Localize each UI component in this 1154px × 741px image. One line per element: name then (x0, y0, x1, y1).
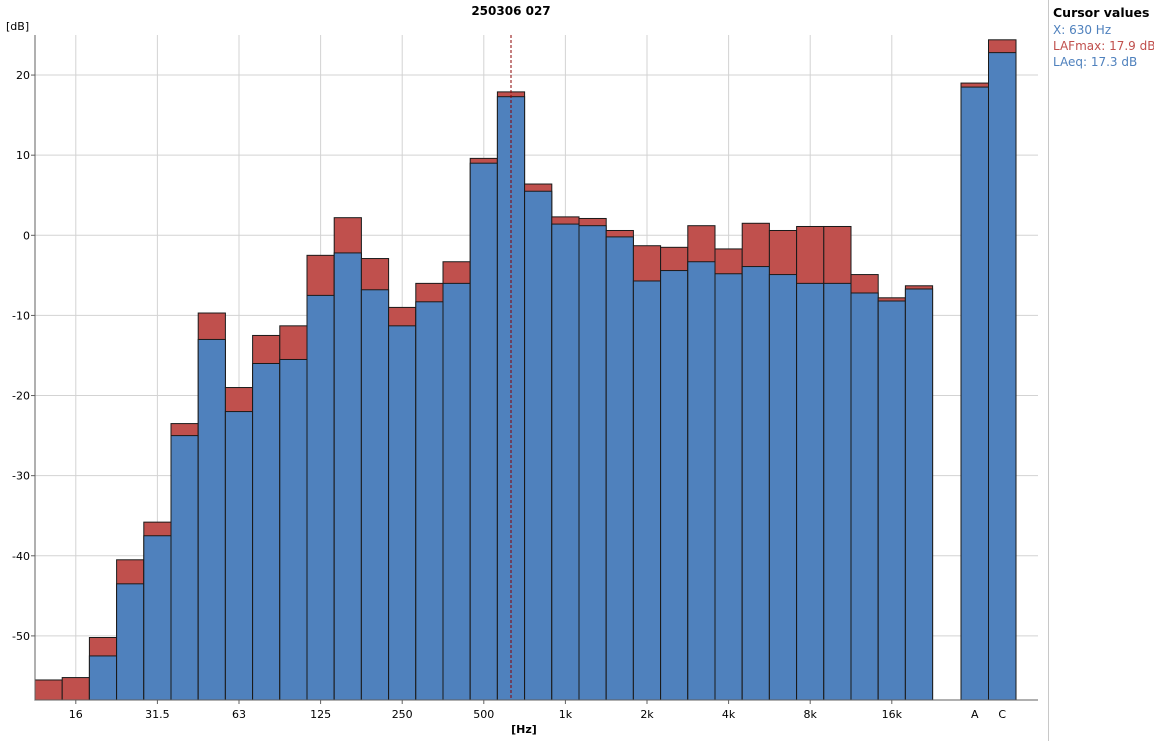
x-tick-label-4k: 4k (722, 708, 736, 721)
cursor-values-title: Cursor values (1053, 5, 1150, 20)
y-tick-label: -20 (12, 390, 30, 403)
chart-title: 250306 027 (471, 4, 550, 18)
x-tick-label-31-5: 31.5 (145, 708, 170, 721)
bar-laeq-total-c[interactable] (988, 52, 1017, 701)
bar-laeq-1-25k[interactable] (578, 225, 607, 701)
x-tick-label-total-a: A (971, 708, 979, 721)
bar-laeq-4k[interactable] (714, 273, 743, 701)
bar-laeq-6-3k[interactable] (768, 274, 798, 701)
bar-laeq-40[interactable] (170, 435, 199, 701)
bar-laeq-800[interactable] (524, 190, 553, 701)
bar-laeq-25[interactable] (116, 583, 145, 701)
bar-laeq-500[interactable] (469, 162, 498, 701)
bar-laeq-160[interactable] (333, 252, 362, 701)
cursor-values-panel: Cursor values X: 630 Hz LAFmax: 17.9 dB … (1048, 0, 1154, 741)
x-tick-label-1k: 1k (559, 708, 573, 721)
bar-laeq-16k[interactable] (877, 300, 906, 701)
y-tick-label: 10 (16, 149, 30, 162)
bar-laeq-2-5k[interactable] (660, 270, 689, 701)
bar-lafmax-16[interactable] (61, 677, 90, 701)
y-axis-unit: [dB] (6, 20, 29, 33)
tick-layer: 20 10 0 -10 -20 -30 -40 -50 16 31.5 63 125 250 500 1k 2… (12, 69, 1006, 721)
bar-laeq-2k[interactable] (632, 280, 662, 701)
y-tick-label: -40 (12, 550, 30, 563)
bar-laeq-5k[interactable] (741, 266, 770, 701)
bar-laeq-400[interactable] (442, 282, 471, 701)
bar-laeq-200[interactable] (360, 289, 390, 701)
bar-laeq-20k[interactable] (904, 288, 934, 701)
y-tick-label: 0 (23, 229, 30, 242)
x-tick-label-63: 63 (232, 708, 246, 721)
y-tick-label: -10 (12, 309, 30, 322)
bar-laeq-315[interactable] (415, 301, 444, 701)
bar-laeq-20[interactable] (88, 655, 118, 701)
bar-lafmax-12-5[interactable] (34, 679, 63, 701)
bar-laeq-10k[interactable] (823, 282, 852, 701)
bar-laeq-31-5[interactable] (143, 535, 172, 701)
x-tick-label-16: 16 (69, 708, 83, 721)
bar-laeq-total-a[interactable] (960, 86, 989, 701)
y-tick-label: -30 (12, 470, 30, 483)
bar-laeq-3-15k[interactable] (687, 261, 716, 701)
bar-laeq-125[interactable] (306, 294, 335, 701)
bar-laeq-100[interactable] (279, 358, 308, 701)
y-tick-label: 20 (16, 69, 30, 82)
bar-laeq-1-6k[interactable] (605, 236, 634, 701)
x-tick-label-500: 500 (473, 708, 494, 721)
x-tick-label-8k: 8k (804, 708, 818, 721)
bar-laeq-250[interactable] (388, 325, 417, 701)
bar-laeq-63[interactable] (224, 411, 254, 701)
bar-laeq-12-5k[interactable] (850, 292, 879, 701)
spectrum-chart: 20 10 0 -10 -20 -30 -40 -50 16 31.5 63 125 250 500 1k 2… (6, 4, 1038, 736)
x-tick-label-125: 125 (310, 708, 331, 721)
bar-laeq-80[interactable] (252, 362, 281, 701)
bar-layer (34, 39, 1017, 701)
x-tick-label-2k: 2k (640, 708, 654, 721)
bar-laeq-8k[interactable] (796, 282, 825, 701)
cursor-lafmax-value: LAFmax: 17.9 dB (1053, 39, 1154, 53)
x-tick-label-total-c: C (998, 708, 1006, 721)
cursor-x-value: X: 630 Hz (1053, 23, 1112, 37)
cursor-laeq-value: LAeq: 17.3 dB (1053, 55, 1138, 69)
x-tick-label-16k: 16k (882, 708, 903, 721)
bar-laeq-50[interactable] (197, 338, 226, 701)
x-tick-label-250: 250 (392, 708, 413, 721)
x-axis-unit: [Hz] (511, 723, 537, 736)
bar-laeq-1k[interactable] (551, 223, 580, 701)
y-tick-label: -50 (12, 630, 30, 643)
